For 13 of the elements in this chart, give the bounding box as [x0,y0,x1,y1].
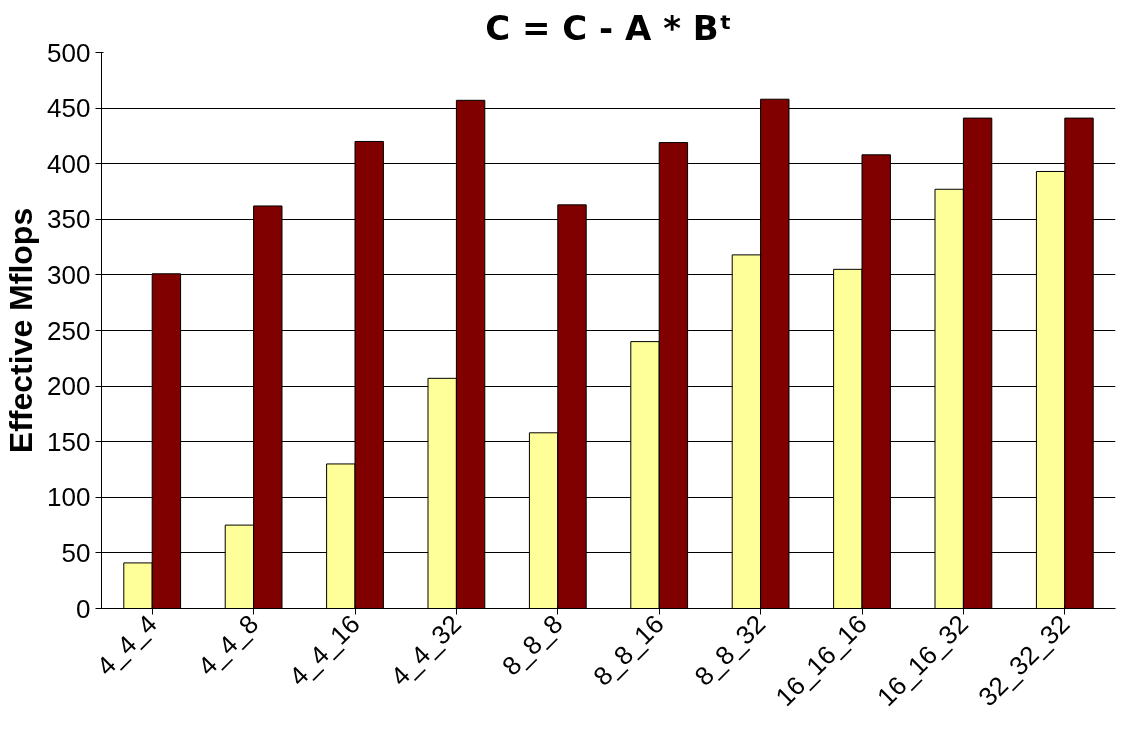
y-tick-label: 50 [61,537,91,568]
y-tick-label: 100 [47,482,91,513]
y-tick-label: 200 [47,371,91,402]
y-tick-label: 150 [47,426,91,457]
y-tick-label: 450 [47,93,91,124]
y-tick-label: 0 [76,593,91,624]
chart-title: C = C - A * Bᵗ [485,7,732,48]
y-axis-title: Effective Mflops [3,207,40,454]
y-tick-label: 500 [47,37,91,68]
y-tick-label: 300 [47,259,91,290]
y-tick-label: 350 [47,204,91,235]
y-tick-label: 250 [47,315,91,346]
y-tick-label: 400 [47,148,91,179]
